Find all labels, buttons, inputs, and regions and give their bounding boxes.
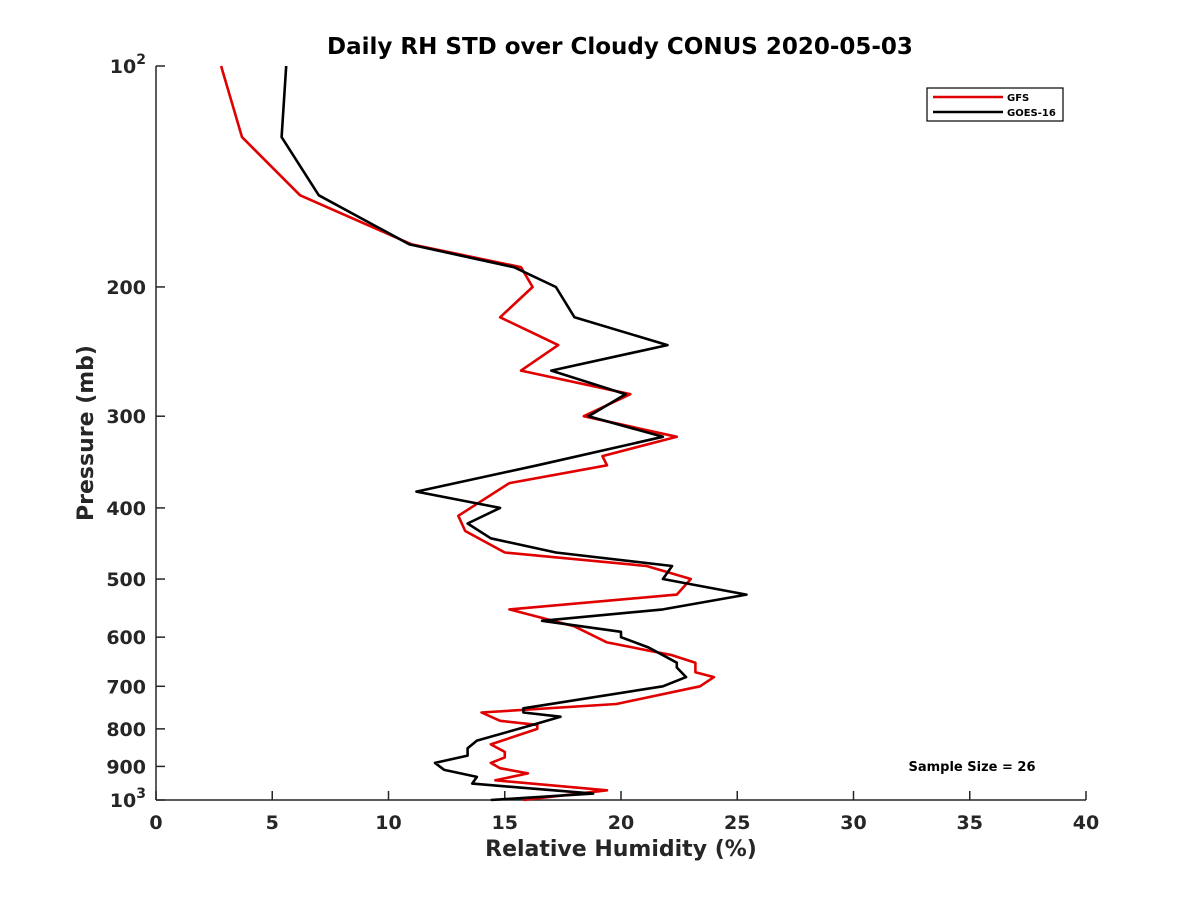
axes bbox=[155, 66, 1086, 801]
y-tick-label-exponent: 2 bbox=[136, 52, 146, 68]
y-tick-label: 103 bbox=[110, 786, 146, 812]
y-tick-label: 600 bbox=[106, 627, 146, 649]
y-tick-label: 300 bbox=[106, 406, 146, 428]
y-tick-label-base: 10 bbox=[110, 56, 136, 78]
x-tick-label: 5 bbox=[266, 812, 279, 834]
y-axis-label: Pressure (mb) bbox=[74, 345, 99, 521]
x-tick-label: 25 bbox=[724, 812, 750, 834]
y-tick-label: 800 bbox=[106, 719, 146, 741]
chart-title: Daily RH STD over Cloudy CONUS 2020-05-0… bbox=[327, 34, 913, 60]
series-line-gfs bbox=[219, 65, 716, 802]
y-tick-label: 900 bbox=[106, 756, 146, 778]
legend-box bbox=[926, 87, 1064, 122]
y-tick-label: 200 bbox=[106, 277, 146, 299]
y-tick-label-base: 10 bbox=[110, 790, 136, 812]
x-ticks: 0 5 10 15 20 25 30 35 40 bbox=[149, 791, 1099, 834]
x-tick-label: 15 bbox=[492, 812, 518, 834]
x-tick-label: 40 bbox=[1073, 812, 1099, 834]
x-tick-label: 0 bbox=[149, 812, 162, 834]
y-tick-label: 102 bbox=[110, 52, 146, 78]
y-tick-label: 400 bbox=[106, 498, 146, 520]
y-tick-label: 700 bbox=[106, 676, 146, 698]
legend-label-goes16: GOES-16 bbox=[1007, 108, 1056, 119]
x-tick-label: 35 bbox=[957, 812, 983, 834]
series-line-goes16 bbox=[280, 65, 748, 802]
x-axis-label: Relative Humidity (%) bbox=[485, 837, 757, 862]
y-tick-label: 500 bbox=[106, 569, 146, 591]
legend-label-gfs: GFS bbox=[1007, 93, 1029, 104]
x-tick-label: 20 bbox=[608, 812, 634, 834]
y-tick-label-exponent: 3 bbox=[136, 786, 146, 802]
legend: GFS GOES-16 bbox=[926, 87, 1064, 122]
sample-size-annotation: Sample Size = 26 bbox=[908, 760, 1035, 775]
series-layer bbox=[219, 65, 748, 802]
x-tick-label: 30 bbox=[840, 812, 866, 834]
x-tick-label: 10 bbox=[375, 812, 401, 834]
